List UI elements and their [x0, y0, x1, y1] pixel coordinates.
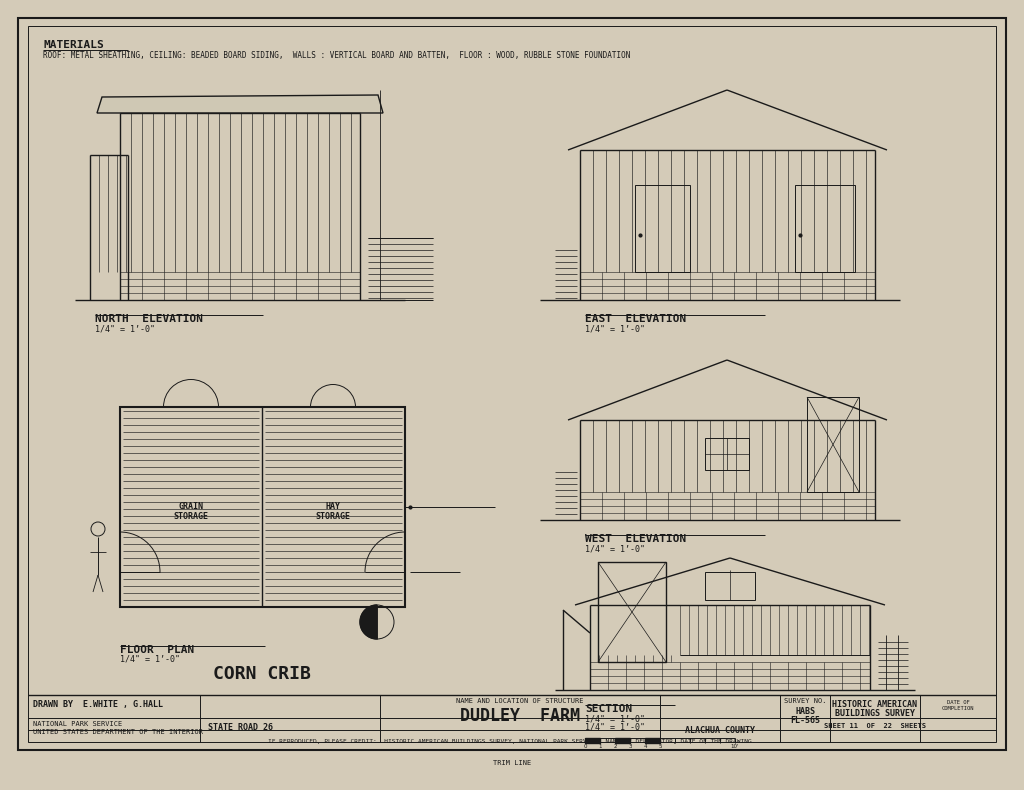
Text: 0: 0	[584, 744, 587, 749]
Text: TRIM LINE: TRIM LINE	[493, 760, 531, 766]
Text: HISTORIC AMERICAN: HISTORIC AMERICAN	[833, 700, 918, 709]
Text: STORAGE: STORAGE	[173, 512, 209, 521]
Text: 2: 2	[613, 744, 616, 749]
Text: UNITED STATES DEPARTMENT OF THE INTERIOR: UNITED STATES DEPARTMENT OF THE INTERIOR	[33, 729, 203, 735]
Text: FL-565: FL-565	[790, 716, 820, 725]
Text: MATERIALS: MATERIALS	[43, 40, 103, 50]
Text: HAY: HAY	[326, 502, 341, 511]
Text: NAME AND LOCATION OF STRUCTURE: NAME AND LOCATION OF STRUCTURE	[457, 698, 584, 704]
Bar	[598, 562, 666, 662]
Polygon shape	[615, 738, 630, 743]
Polygon shape	[360, 605, 377, 639]
Text: 1/4" = 1’-0": 1/4" = 1’-0"	[120, 655, 180, 664]
Polygon shape	[97, 95, 383, 113]
Text: 1/4" = 1’-0": 1/4" = 1’-0"	[585, 544, 645, 553]
Text: SECTION: SECTION	[585, 704, 632, 714]
Text: HABS: HABS	[795, 707, 815, 716]
Text: 10': 10'	[731, 744, 739, 749]
Text: 1/4" = 1’-0": 1/4" = 1’-0"	[585, 723, 645, 732]
Text: GRAIN: GRAIN	[178, 502, 204, 511]
Bar	[795, 185, 855, 272]
Text: WEST  ELEVATION: WEST ELEVATION	[585, 534, 686, 544]
Text: SURVEY NO.: SURVEY NO.	[783, 698, 826, 704]
Polygon shape	[645, 738, 660, 743]
Text: 1/4" = 1’-0": 1/4" = 1’-0"	[585, 714, 645, 723]
Text: ALACHUA COUNTY: ALACHUA COUNTY	[685, 726, 755, 735]
Text: SHEET 11  OF  22  SHEETS: SHEET 11 OF 22 SHEETS	[824, 723, 926, 729]
Text: 3: 3	[629, 744, 632, 749]
Bar	[705, 572, 755, 600]
Text: DATE OF
COMPLETION: DATE OF COMPLETION	[942, 700, 974, 711]
Text: DUDLEY  FARM: DUDLEY FARM	[460, 707, 580, 725]
Text: 1/4" = 1’-0": 1/4" = 1’-0"	[585, 324, 645, 333]
Text: NATIONAL PARK SERVICE: NATIONAL PARK SERVICE	[33, 721, 122, 727]
Text: EAST  ELEVATION: EAST ELEVATION	[585, 314, 686, 324]
Text: 1: 1	[598, 744, 602, 749]
Text: STORAGE: STORAGE	[315, 512, 350, 521]
Text: FLOOR  PLAN: FLOOR PLAN	[120, 645, 195, 655]
Bar	[635, 185, 690, 272]
Bar	[120, 407, 406, 607]
Text: DRAWN BY  E.WHITE , G.HALL: DRAWN BY E.WHITE , G.HALL	[33, 700, 163, 709]
Text: ROOF: METAL SHEATHING, CEILING: BEADED BOARD SIDING,  WALLS : VERTICAL BOARD AND: ROOF: METAL SHEATHING, CEILING: BEADED B…	[43, 51, 631, 60]
Text: BUILDINGS SURVEY: BUILDINGS SURVEY	[835, 709, 915, 718]
Text: CORN CRIB: CORN CRIB	[213, 665, 311, 683]
Text: STATE ROAD 26: STATE ROAD 26	[208, 723, 273, 732]
Text: 1/4" = 1’-0": 1/4" = 1’-0"	[95, 324, 155, 333]
Text: 4: 4	[643, 744, 647, 749]
Text: NORTH  ELEVATION: NORTH ELEVATION	[95, 314, 203, 324]
Text: IF REPRODUCED, PLEASE CREDIT:  HISTORIC AMERICAN BUILDINGS SURVEY, NATIONAL PARK: IF REPRODUCED, PLEASE CREDIT: HISTORIC A…	[268, 739, 756, 744]
Bar	[807, 397, 859, 492]
Text: 5: 5	[658, 744, 662, 749]
Polygon shape	[585, 738, 600, 743]
Bar	[705, 438, 749, 470]
